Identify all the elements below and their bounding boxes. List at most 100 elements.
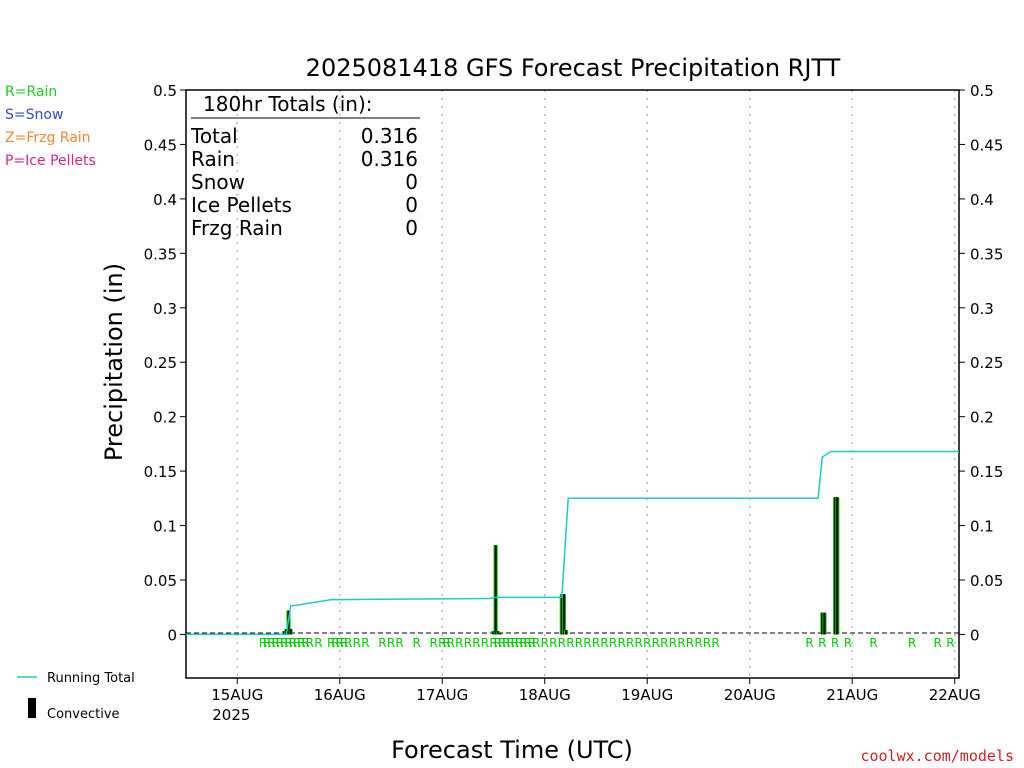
convective-bar xyxy=(560,594,563,635)
legend-label: Running Total xyxy=(47,671,135,686)
x-tick-label: 16AUG xyxy=(314,686,366,704)
y-tick-label: 0.25 xyxy=(144,354,177,372)
x-axis-label: Forecast Time (UTC) xyxy=(391,736,633,764)
rain-marker: R xyxy=(498,636,506,650)
rain-marker: R xyxy=(327,636,335,650)
y-tick-label-right: 0.3 xyxy=(970,300,994,318)
rain-marker: R xyxy=(272,636,280,650)
rain-marker: R xyxy=(511,636,519,650)
convective-bar xyxy=(494,545,497,635)
rain-marker: R xyxy=(489,636,497,650)
rain-marker: R xyxy=(575,636,583,650)
rain-marker: R xyxy=(669,636,677,650)
y-tick-label: 0.15 xyxy=(144,463,177,481)
rain-marker: R xyxy=(336,636,344,650)
chart-title: 2025081418 GFS Forecast Precipitation RJ… xyxy=(306,54,841,82)
type-legend-item: R=Rain xyxy=(5,84,57,100)
totals-row-value: 0 xyxy=(405,216,418,240)
y-tick-label: 0.3 xyxy=(153,300,177,318)
rain-marker: R xyxy=(558,636,566,650)
totals-row-value: 0.316 xyxy=(361,147,418,171)
rain-marker: R xyxy=(430,636,438,650)
rain-marker: R xyxy=(805,636,813,650)
running-total-line xyxy=(186,450,959,636)
y-tick-label: 0.2 xyxy=(153,409,177,427)
rain-marker: R xyxy=(263,636,271,650)
totals-row-label: Frzg Rain xyxy=(191,216,283,240)
rain-marker: R xyxy=(395,636,403,650)
rain-marker: R xyxy=(412,636,420,650)
rain-marker: R xyxy=(455,636,463,650)
rain-marker: R xyxy=(600,636,608,650)
y-tick-label: 0.4 xyxy=(153,191,177,209)
rain-marker: R xyxy=(946,636,954,650)
x-axis-ticks: 15AUG 2025 16AUG 17AUG 18AUG 19AUG 20AUG 21AUG 2… xyxy=(211,678,981,724)
rain-marker: R xyxy=(686,636,694,650)
rain-marker: R xyxy=(481,636,489,650)
plot-frame xyxy=(185,89,960,679)
rain-marker: R xyxy=(464,636,472,650)
y-tick-label: 0.05 xyxy=(144,572,177,590)
x-tick-label: 19AUG xyxy=(621,686,673,704)
totals-row-label: Rain xyxy=(191,147,235,171)
rain-marker: R xyxy=(387,636,395,650)
x-tick-label: 20AUG xyxy=(724,686,776,704)
rain-marker: R xyxy=(280,636,288,650)
x-tick-sublabel: 2025 xyxy=(212,706,250,724)
totals-row-label: Total xyxy=(190,124,238,148)
rain-marker: R xyxy=(626,636,634,650)
convective-bar xyxy=(562,594,566,635)
x-tick-label: 22AUG xyxy=(929,686,981,704)
convective-bars xyxy=(282,497,840,635)
rain-marker: R xyxy=(933,636,941,650)
x-tick-label: 21AUG xyxy=(826,686,878,704)
rain-marker: R xyxy=(353,636,361,650)
rain-marker: R xyxy=(549,636,557,650)
convective-bar xyxy=(496,631,499,635)
precipitation-type-legend: R=Rain S=Snow Z=Frzg Rain P=Ice Pellets xyxy=(5,84,96,169)
totals-row-value: 0.316 xyxy=(361,124,418,148)
rain-marker: R xyxy=(609,636,617,650)
legend-label: Convective xyxy=(47,707,120,722)
rain-marker: R xyxy=(635,636,643,650)
rain-marker: R xyxy=(566,636,574,650)
totals-row-label: Snow xyxy=(191,170,245,194)
y-tick-label-right: 0.2 xyxy=(970,409,994,427)
rain-marker: R xyxy=(831,636,839,650)
rain-marker: R xyxy=(506,636,514,650)
rain-marker: R xyxy=(652,636,660,650)
rain-marker: R xyxy=(344,636,352,650)
rain-marker: R xyxy=(908,636,916,650)
y-tick-label: 0.45 xyxy=(144,136,177,154)
legend-bar-swatch xyxy=(28,698,36,718)
convective-bar xyxy=(823,612,826,635)
y-tick-label: 0.5 xyxy=(153,82,177,100)
rain-marker: R xyxy=(289,636,297,650)
type-legend-item: P=Ice Pellets xyxy=(5,153,96,169)
rain-marker: R xyxy=(293,636,301,650)
rain-marker: R xyxy=(438,636,446,650)
rain-marker: R xyxy=(660,636,668,650)
rain-marker: R xyxy=(694,636,702,650)
rain-marker: R xyxy=(541,636,549,650)
y-tick-label: 0 xyxy=(167,626,177,644)
totals-row-value: 0 xyxy=(405,193,418,217)
rain-marker: R xyxy=(378,636,386,650)
convective-bar xyxy=(821,612,824,635)
rain-marker: R xyxy=(711,636,719,650)
y-axis-ticks: 0 00.05 0.050.1 0.10.15 0.150.2 0.20.25 0.250.… xyxy=(144,82,1004,644)
y-tick-label: 0.1 xyxy=(153,518,177,536)
convective-bar xyxy=(492,631,495,635)
convective-bar xyxy=(498,633,501,635)
rain-marker: R xyxy=(447,636,455,650)
rain-marker: R xyxy=(276,636,284,650)
totals-header: 180hr Totals (in): xyxy=(203,92,373,116)
rain-marker: R xyxy=(523,636,531,650)
rain-marker: R xyxy=(284,636,292,650)
rain-marker: R xyxy=(528,636,536,650)
totals-row-value: 0 xyxy=(405,170,418,194)
y-tick-label-right: 0.25 xyxy=(970,354,1003,372)
x-tick-label: 17AUG xyxy=(416,686,468,704)
rain-marker: R xyxy=(869,636,877,650)
convective-bar xyxy=(834,497,837,635)
